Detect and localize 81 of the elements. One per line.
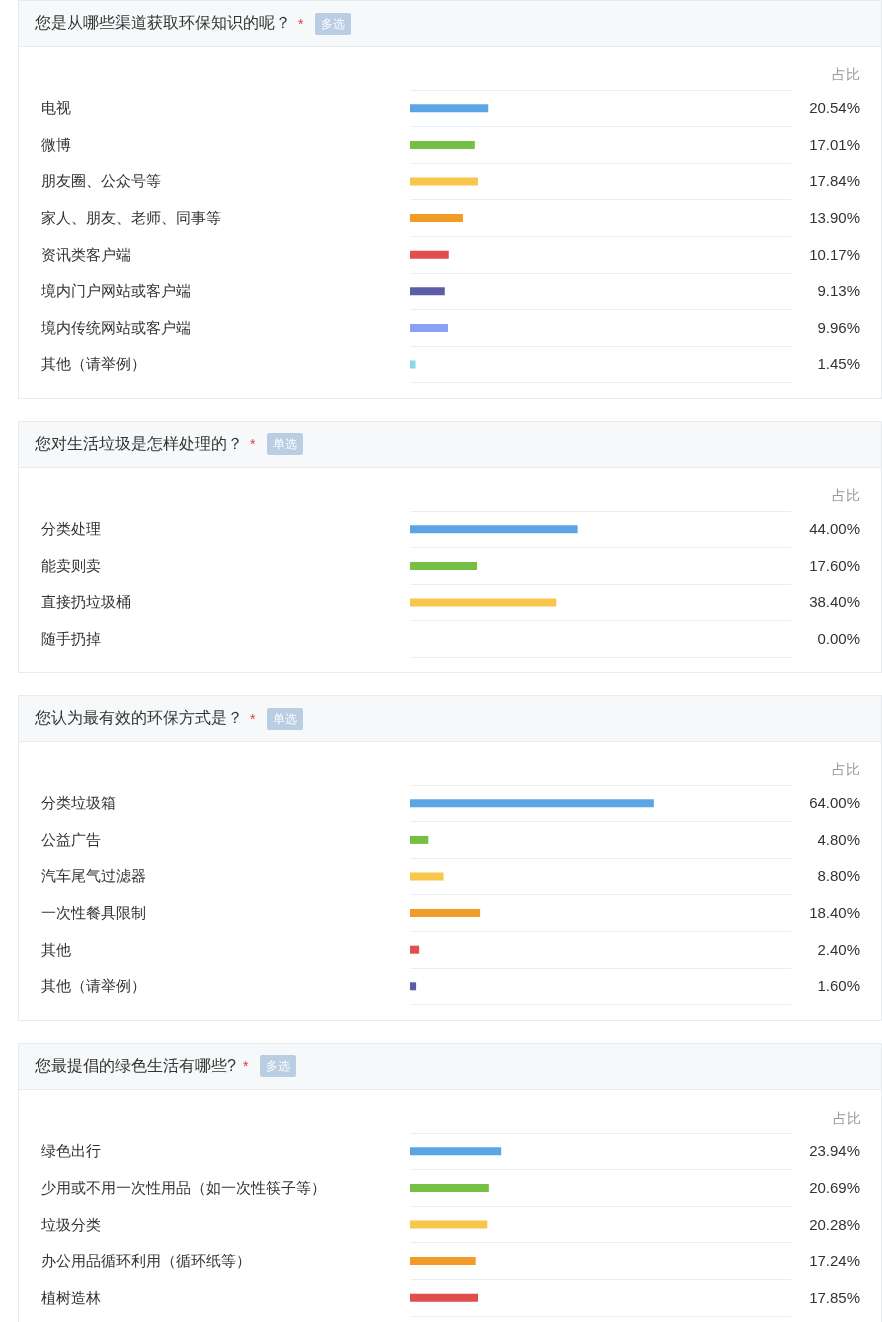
data-label: 17.84% (809, 172, 860, 190)
y-tick-label: 境内传统网站或客户端 (39, 318, 191, 336)
data-label: 9.13% (817, 282, 860, 300)
data-label: 17.85% (809, 1288, 860, 1306)
y-tick-label: 垃圾分类 (39, 1215, 101, 1233)
y-tick-label: 境内门户网站或客户端 (39, 282, 191, 300)
y-tick-label: 分类处理 (40, 520, 101, 538)
bar (410, 1147, 502, 1156)
data-label: 18.40% (809, 904, 860, 922)
data-label: 44.00% (809, 520, 860, 538)
bar (410, 909, 481, 918)
data-label: 4.80% (817, 831, 860, 849)
text: * (242, 1058, 249, 1075)
x-axis-title: 占比 (832, 487, 861, 504)
bar (410, 250, 449, 259)
y-tick-label: 电视 (40, 99, 71, 117)
data-label: 10.17% (809, 245, 860, 263)
bar (410, 214, 463, 223)
data-label: 64.00% (809, 794, 860, 812)
y-tick-label: 少用或不用一次性用品（如一次性筷子等） (40, 1178, 326, 1196)
data-label: 8.80% (817, 867, 860, 885)
data-label: 1.45% (817, 355, 860, 373)
bar (410, 1256, 476, 1265)
bar (410, 872, 444, 881)
text: 您是从哪些渠道获取环保知识的呢？ (35, 13, 291, 33)
data-label: 13.90% (809, 209, 860, 227)
text: 您认为最有效的环保方式是？ (35, 708, 243, 729)
bar (410, 1220, 488, 1229)
text: 多选 (260, 1055, 297, 1078)
data-label: 20.54% (809, 99, 860, 117)
data-label: 2.40% (817, 940, 860, 958)
y-tick-label: 其他（请举例） (40, 355, 146, 373)
bar (410, 1293, 479, 1302)
data-label: 23.94% (809, 1142, 860, 1160)
data-label: 20.28% (809, 1215, 860, 1233)
y-tick-label: 直接扔垃圾桶 (40, 593, 131, 611)
y-tick-label: 资讯类客户端 (40, 245, 131, 263)
y-tick-label: 植树造林 (40, 1288, 101, 1306)
bar (410, 799, 654, 808)
x-axis-title: 占比 (832, 761, 861, 778)
text: 单选 (267, 433, 304, 456)
y-tick-label: 其他 (40, 940, 71, 958)
bar (410, 104, 489, 113)
y-tick-label: 一次性餐具限制 (40, 904, 146, 922)
data-label: 17.60% (809, 556, 860, 574)
bar (410, 836, 429, 845)
bar (410, 945, 420, 954)
data-label: 1.60% (817, 977, 860, 995)
y-tick-label: 微博 (40, 135, 71, 153)
y-tick-label: 家人、朋友、老师、同事等 (40, 209, 221, 227)
y-tick-label: 随手扔掉 (40, 629, 101, 647)
bar (410, 140, 475, 149)
y-tick-label: 办公用品循环利用（循环纸等） (40, 1251, 251, 1269)
data-label: 17.01% (809, 135, 860, 153)
data-label: 0.00% (817, 629, 860, 647)
bar (410, 360, 416, 369)
bar (410, 177, 478, 186)
text: * (250, 436, 256, 453)
text: 您最提倡的绿色生活有哪些? (35, 1055, 236, 1076)
chart-subtitle: 多选 (315, 12, 352, 35)
x-axis-title: 占比 (832, 66, 861, 83)
y-tick-label: 汽车尾气过滤器 (40, 867, 146, 885)
y-tick-label: 公益广告 (40, 831, 101, 849)
y-tick-label: 朋友圈、公众号等 (40, 172, 161, 190)
data-label: 20.69% (809, 1178, 860, 1196)
text: * (250, 710, 256, 727)
data-label: 9.96% (817, 318, 860, 336)
y-tick-label: 能卖则卖 (40, 556, 101, 574)
data-label: 17.24% (809, 1251, 860, 1269)
text: 单选 (267, 707, 304, 730)
bar (410, 323, 448, 332)
bar (410, 287, 445, 296)
y-tick-label: 绿色出行 (40, 1142, 101, 1160)
bar (410, 1183, 489, 1192)
text: 您对生活垃圾是怎样处理的？ (35, 433, 243, 454)
bar (410, 982, 417, 991)
y-tick-label: 分类垃圾箱 (40, 794, 116, 812)
y-tick-label: 其他（请举例） (40, 977, 146, 995)
text: * (298, 15, 304, 32)
x-axis-title: 占比 (832, 1109, 861, 1126)
data-label: 38.40% (809, 593, 860, 611)
